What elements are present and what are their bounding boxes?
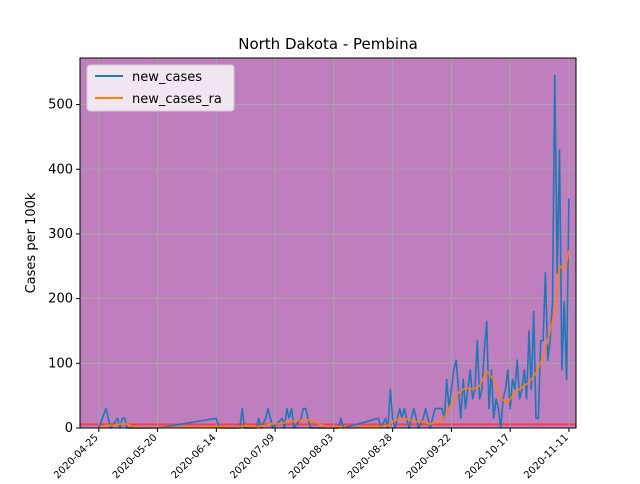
legend: new_cases new_cases_ra xyxy=(86,64,235,112)
legend-label-new-cases-ra: new_cases_ra xyxy=(132,92,222,107)
reference-band xyxy=(80,423,576,426)
legend-label-new-cases: new_cases xyxy=(132,70,202,85)
x-tick-label: 2020-04-25 xyxy=(52,432,101,480)
x-axis: 2020-04-25 2020-05-20 2020-06-14 2020-07-09… xyxy=(52,428,571,481)
plot-area xyxy=(80,58,576,428)
legend-box xyxy=(86,64,235,112)
y-tick-label: 300 xyxy=(48,227,73,242)
chart-title: North Dakota - Pembina xyxy=(238,35,418,53)
x-tick-label: 2020-08-03 xyxy=(287,432,336,480)
x-tick-label: 2020-09-22 xyxy=(405,432,454,480)
x-tick-label: 2020-08-28 xyxy=(346,432,395,480)
y-tick-label: 100 xyxy=(48,356,73,371)
x-tick-label: 2020-11-11 xyxy=(522,432,571,480)
reference-band-rect xyxy=(80,423,576,426)
x-tick-label: 2020-05-20 xyxy=(111,432,160,480)
x-tick-label: 2020-06-14 xyxy=(170,432,219,480)
x-tick-label: 2020-10-17 xyxy=(463,432,512,480)
y-axis-label: Cases per 100k xyxy=(24,192,39,293)
plot-frame xyxy=(79,57,577,429)
y-axis: 0 100 200 300 400 500 xyxy=(48,98,80,436)
x-tick-label: 2020-07-09 xyxy=(228,432,277,480)
y-tick-label: 400 xyxy=(48,162,73,177)
y-tick-label: 0 xyxy=(65,421,73,436)
y-tick-label: 200 xyxy=(48,292,73,307)
y-tick-label: 500 xyxy=(48,98,73,113)
